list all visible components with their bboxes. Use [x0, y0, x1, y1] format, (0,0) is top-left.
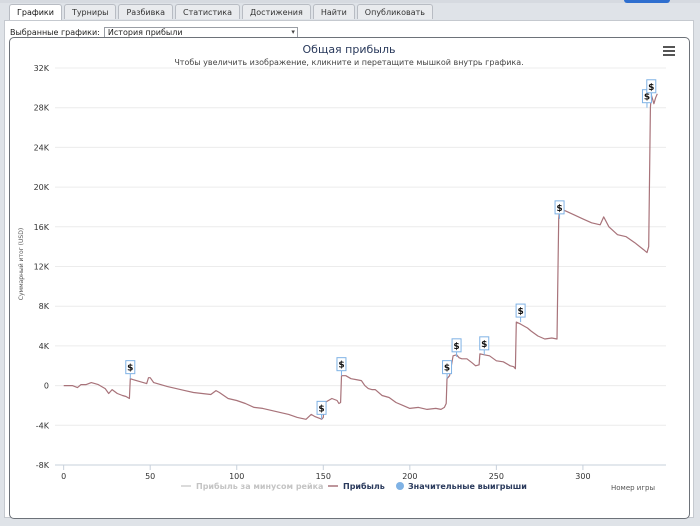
- big-win-flag-label: $: [453, 342, 459, 352]
- x-tick-label: 250: [489, 472, 504, 481]
- top-strip: [0, 0, 700, 3]
- chart-selector-label: Выбранные графики:: [10, 28, 100, 37]
- tab-search[interactable]: Найти: [312, 4, 355, 19]
- big-win-flag-box: [336, 357, 347, 372]
- content-panel: Выбранные графики: История прибыли ▾ -8K…: [4, 20, 694, 519]
- big-win-flag-box: [515, 303, 526, 318]
- y-tick-label: 24K: [34, 143, 50, 152]
- y-tick-label: 20K: [34, 183, 50, 192]
- chart-container[interactable]: -8K -4K 0 4K 8K 12K 16K 20K 24K 28K 32K 0 50 100 150 20…: [9, 37, 690, 519]
- x-tick-label: 200: [402, 472, 417, 481]
- big-win-flag-box: [316, 400, 327, 415]
- big-win-flag-box: [554, 200, 565, 215]
- profit-series-line: [63, 93, 658, 420]
- big-win-markers: $$$ $$ $$$$$: [125, 79, 657, 420]
- big-win-flag-label: $: [517, 307, 523, 317]
- big-win-flag-label: $: [481, 340, 487, 350]
- big-win-flag-label: $: [648, 83, 654, 93]
- legend-label-big-wins[interactable]: Значительные выигрыши: [408, 482, 527, 491]
- tab-achievements[interactable]: Достижения: [242, 4, 311, 19]
- y-tick-label: 28K: [34, 104, 50, 113]
- legend-label-profit[interactable]: Прибыль: [343, 481, 385, 491]
- legend-label-rake[interactable]: Прибыль за минусом рейка: [196, 481, 323, 491]
- big-win-flag: $: [479, 336, 490, 355]
- y-tick-label: 12K: [34, 263, 50, 272]
- y-tick-label: 4K: [39, 342, 50, 351]
- profit-chart[interactable]: -8K -4K 0 4K 8K 12K 16K 20K 24K 28K 32K 0 50 100 150 20…: [10, 38, 689, 518]
- big-win-flag: $: [442, 360, 453, 379]
- big-win-flag-label: $: [444, 364, 450, 374]
- big-win-flag-label: $: [127, 364, 133, 374]
- y-tick-label: 8K: [39, 302, 50, 311]
- tab-statistics[interactable]: Статистика: [175, 4, 241, 19]
- chart-legend: Прибыль за минусом рейка Прибыль Значите…: [181, 481, 527, 491]
- big-win-flag-label: $: [318, 404, 324, 414]
- tab-bar: Графики Турниры Разбивка Статистика Дост…: [9, 4, 435, 21]
- x-tick-label: 0: [61, 472, 66, 481]
- chart-subtitle: Чтобы увеличить изображение, кликните и …: [174, 58, 523, 67]
- x-tick-label: 150: [316, 472, 331, 481]
- tab-tournaments[interactable]: Турниры: [63, 4, 117, 19]
- big-win-flag-label: $: [338, 361, 344, 371]
- tab-breakdown[interactable]: Разбивка: [118, 4, 174, 19]
- y-tick-label: -8K: [36, 461, 50, 470]
- legend-swatch-big-wins: [396, 482, 404, 490]
- big-win-flag: $: [336, 357, 347, 376]
- big-win-flag: $: [646, 79, 657, 98]
- y-tick-label: 16K: [34, 223, 50, 232]
- big-win-flag-box: [451, 338, 462, 353]
- y-tick-label: 32K: [34, 64, 50, 73]
- chart-grid: [55, 67, 666, 466]
- chart-select-value: История прибыли: [107, 28, 183, 37]
- y-tick-label: -4K: [36, 421, 50, 430]
- x-axis-label: Номер игры: [611, 484, 655, 492]
- chart-series: [63, 93, 658, 420]
- big-win-flag: $: [125, 360, 136, 379]
- x-tick-label: 50: [145, 472, 155, 481]
- big-win-flag: $: [515, 303, 526, 323]
- x-tick-label: 300: [575, 472, 590, 481]
- chart-title: Общая прибыль: [303, 43, 396, 56]
- chart-axes: -8K -4K 0 4K 8K 12K 16K 20K 24K 28K 32K 0 50 100 150 20…: [34, 64, 666, 481]
- chevron-down-icon: ▾: [291, 28, 295, 36]
- big-win-flag: $: [316, 400, 327, 420]
- tab-charts[interactable]: Графики: [9, 4, 62, 21]
- big-win-flag-box: [125, 360, 136, 375]
- big-win-flag-label: $: [644, 93, 650, 103]
- menu-icon[interactable]: [663, 46, 675, 56]
- x-tick-label: 100: [229, 472, 244, 481]
- big-win-flag: $: [451, 338, 462, 357]
- big-win-flag: $: [554, 200, 565, 219]
- big-win-flag-box: [442, 360, 453, 375]
- big-win-flag-box: [646, 79, 657, 94]
- tab-publish[interactable]: Опубликовать: [356, 4, 434, 19]
- y-tick-label: 0: [44, 382, 49, 391]
- big-win-flag-label: $: [556, 204, 562, 214]
- big-win-flag-box: [479, 336, 490, 351]
- top-right-button[interactable]: [624, 0, 670, 3]
- y-axis-label: Суммарный итог (USD): [18, 228, 25, 300]
